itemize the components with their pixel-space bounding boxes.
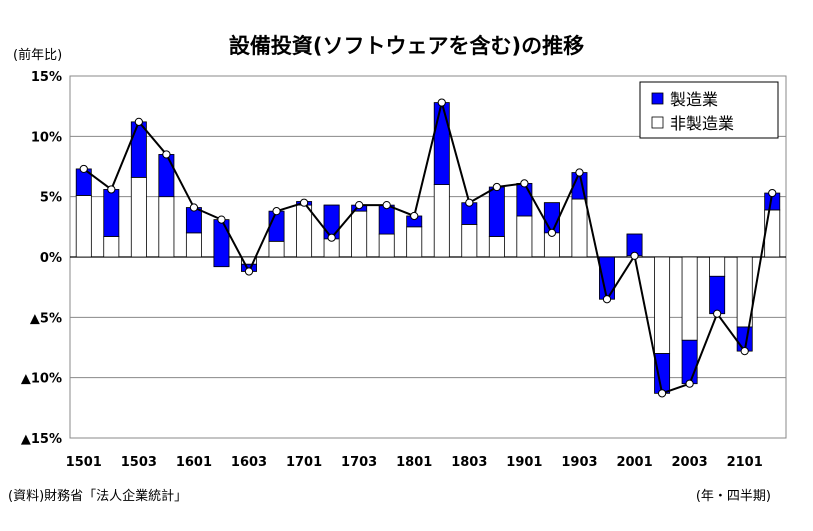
total-point [465,198,474,207]
legend-swatch-manufacturing [651,92,664,105]
total-point [602,295,612,304]
bar-nonmanufacturing [571,198,588,258]
y-tick-label: 10% [31,130,62,145]
source-note: (資料)財務省「法人企業統計」 [8,489,188,504]
total-point [217,215,226,224]
total-point [768,188,777,198]
total-point [520,179,529,188]
x-tick-label: 1803 [451,455,487,470]
bar-nonmanufacturing [158,196,175,258]
total-point [437,98,446,107]
bar-manufacturing [543,202,560,234]
legend-label-manufacturing: 製造業 [670,90,718,109]
x-tick-label: 1703 [341,455,377,470]
x-tick-label: 2001 [616,455,652,470]
total-point [244,267,254,276]
bar-manufacturing [488,186,505,237]
legend-box [639,81,779,139]
total-point [79,164,88,174]
total-point [355,201,364,210]
y-tick-label: 5% [40,191,62,206]
bar-manufacturing [130,121,147,178]
total-point [299,198,309,207]
bar-nonmanufacturing [406,226,423,258]
total-point [547,228,557,237]
bar-manufacturing [378,204,395,235]
total-point [410,211,419,221]
x-tick-label: 1801 [396,455,432,470]
chart-title: 設備投資(ソフトウェアを含む)の推移 [228,34,585,58]
legend-label-nonmanufacturing: 非製造業 [670,114,734,133]
x-tick-label: 1601 [176,455,212,470]
total-point [134,117,143,126]
total-point [713,309,722,318]
total-point [630,251,639,260]
bar-nonmanufacturing [103,236,120,258]
x-tick-label: 1701 [286,455,322,470]
x-axis-tick-labels: 1501 1503 1601 1603 1701 1703 1801 1803 1901 1903… [66,455,763,470]
bar-manufacturing [158,154,175,198]
x-tick-label: 1503 [121,455,157,470]
bar-manufacturing [268,210,285,242]
x-tick-label: 2101 [727,455,763,470]
y-tick-label: ▲5% [30,311,62,326]
total-point [327,233,336,242]
legend-swatch-nonmanufacturing [651,116,664,129]
bar-nonmanufacturing [516,215,533,258]
x-tick-label: 2003 [672,455,708,470]
bar-manufacturing [516,182,533,217]
bar-nonmanufacturing [681,256,698,341]
bar-nonmanufacturing [268,240,285,258]
total-point [740,347,749,356]
bar-nonmanufacturing [351,210,368,258]
x-axis-unit-label: (年・四半期) [695,489,771,504]
y-axis-unit-label: (前年比) [13,48,63,63]
x-tick-label: 1903 [561,455,597,470]
x-tick-label: 1603 [231,455,267,470]
x-tick-label: 1501 [66,455,102,470]
bar-nonmanufacturing [296,204,313,258]
y-tick-label: 15% [31,70,62,85]
total-point [272,207,281,216]
bar-nonmanufacturing [433,184,450,258]
total-point [492,182,501,192]
bar-manufacturing [213,219,230,268]
bar-nonmanufacturing [654,256,671,354]
total-line-series [79,98,777,398]
bar-manufacturing [654,353,671,394]
total-point [657,389,667,398]
total-point [162,150,171,159]
total-point [575,168,584,177]
bar-nonmanufacturing [185,232,202,258]
bar-nonmanufacturing [709,256,726,277]
y-tick-label: ▲10% [21,372,62,387]
bar-series [75,102,781,394]
bar-manufacturing [681,339,698,385]
y-tick-label: 0% [40,251,62,266]
total-point [189,203,199,212]
x-tick-label: 1901 [506,455,542,470]
bar-nonmanufacturing [461,224,478,258]
bar-manufacturing [433,102,450,186]
y-axis-tick-labels: 15% 10% 5% 0% ▲5% ▲10% ▲15% [21,70,62,447]
total-point [107,185,116,194]
bar-manufacturing [103,189,120,237]
bar-nonmanufacturing [75,195,92,258]
total-point [685,379,694,388]
bar-manufacturing [709,275,726,315]
bar-nonmanufacturing [378,233,395,258]
bar-nonmanufacturing [488,236,505,258]
total-line [83,98,774,395]
bar-nonmanufacturing [130,176,147,258]
bar-nonmanufacturing [764,209,781,258]
total-point [382,201,391,210]
y-tick-label: ▲15% [21,432,62,447]
